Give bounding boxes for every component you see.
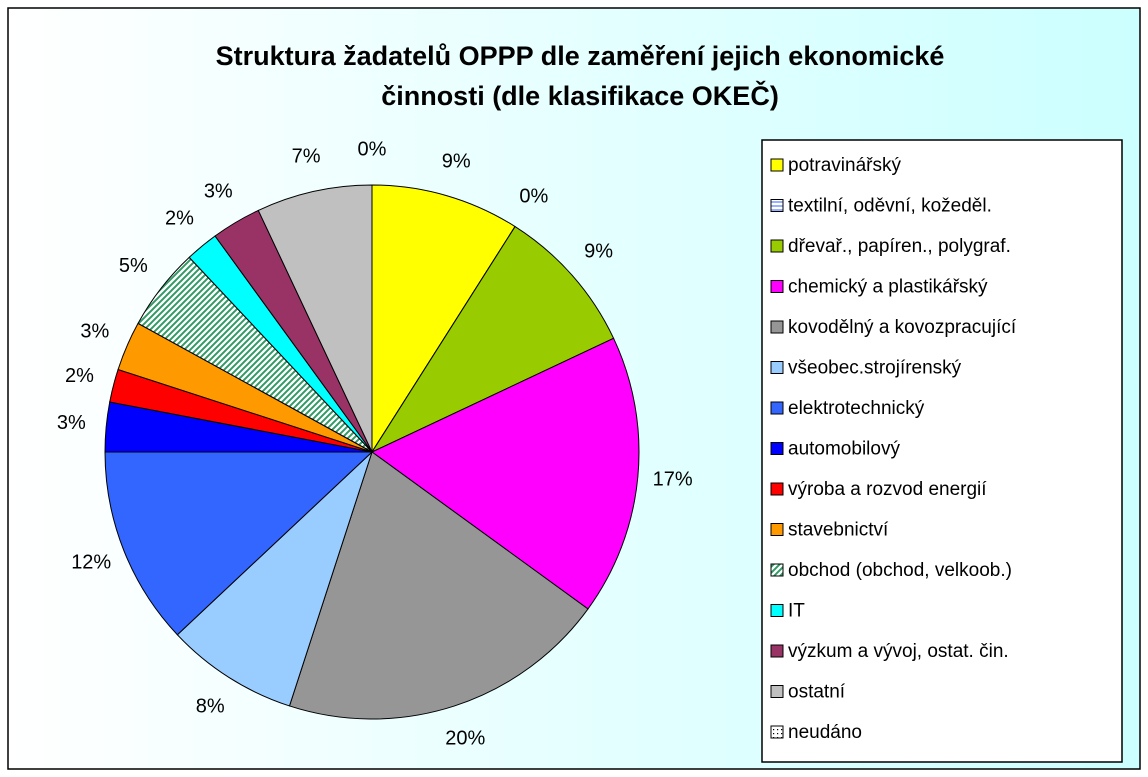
legend-label: elektrotechnický bbox=[788, 398, 925, 419]
legend-label: automobilový bbox=[788, 439, 900, 460]
data-label: 7% bbox=[292, 146, 321, 168]
legend-swatch bbox=[770, 523, 784, 536]
legend-swatch bbox=[770, 442, 784, 455]
data-label: 9% bbox=[442, 150, 471, 172]
legend-swatch bbox=[770, 563, 784, 577]
chart-title: Struktura žadatelů OPPP dle zaměření jej… bbox=[216, 41, 945, 71]
data-label: 12% bbox=[71, 551, 111, 573]
pie-slice bbox=[371, 337, 640, 610]
legend-swatch bbox=[770, 604, 784, 617]
pie-slice bbox=[104, 451, 374, 636]
pie-slice bbox=[257, 184, 373, 453]
legend-swatch bbox=[770, 320, 784, 334]
legend-label: neudáno bbox=[788, 722, 862, 743]
data-label: 5% bbox=[119, 255, 148, 277]
pie-slice bbox=[176, 451, 373, 707]
pie-slice bbox=[371, 184, 516, 454]
legend bbox=[761, 139, 1123, 763]
legend-label: ostatní bbox=[788, 682, 846, 703]
data-label: 17% bbox=[653, 469, 693, 491]
data-label: 0% bbox=[519, 185, 548, 207]
legend-swatch bbox=[770, 401, 784, 415]
legend-label: výroba a rozvod energií bbox=[788, 479, 987, 500]
data-label: 2% bbox=[65, 365, 94, 387]
pie-slice bbox=[288, 451, 589, 720]
legend-label: dřevař., papíren., polygraf. bbox=[788, 236, 1011, 257]
legend-label: všeobec.strojírenský bbox=[788, 358, 962, 379]
legend-label: výzkum a vývoj, ostat. čin. bbox=[788, 641, 1009, 662]
data-label: 9% bbox=[584, 241, 613, 263]
legend-label: kovodělný a kovozpracující bbox=[788, 317, 1017, 338]
legend-swatch bbox=[770, 280, 784, 293]
chart-title: činnosti (dle klasifikace OKEČ) bbox=[381, 80, 779, 111]
legend-swatch bbox=[770, 361, 784, 374]
data-label: 3% bbox=[204, 180, 233, 202]
legend-label: chemický a plastikářský bbox=[788, 277, 988, 298]
legend-swatch bbox=[770, 482, 784, 496]
legend-swatch bbox=[770, 239, 784, 253]
legend-label: potravinářský bbox=[788, 155, 901, 176]
legend-swatch bbox=[770, 644, 784, 658]
legend-label: obchod (obchod, velkoob.) bbox=[788, 560, 1012, 581]
legend-swatch bbox=[770, 685, 784, 698]
legend-swatch bbox=[770, 158, 784, 172]
data-label: 2% bbox=[165, 208, 194, 230]
data-label: 8% bbox=[196, 695, 225, 717]
data-label: 3% bbox=[80, 320, 109, 342]
data-label: 3% bbox=[57, 412, 86, 434]
legend-label: textilní, oděvní, kožeděl. bbox=[788, 196, 992, 217]
legend-swatch bbox=[770, 725, 784, 739]
data-label: 20% bbox=[445, 728, 485, 750]
legend-label: stavebnictví bbox=[788, 520, 889, 541]
pie-slice bbox=[370, 225, 615, 454]
legend-swatch bbox=[770, 199, 784, 212]
legend-label: IT bbox=[788, 601, 805, 622]
data-label: 0% bbox=[358, 138, 387, 160]
